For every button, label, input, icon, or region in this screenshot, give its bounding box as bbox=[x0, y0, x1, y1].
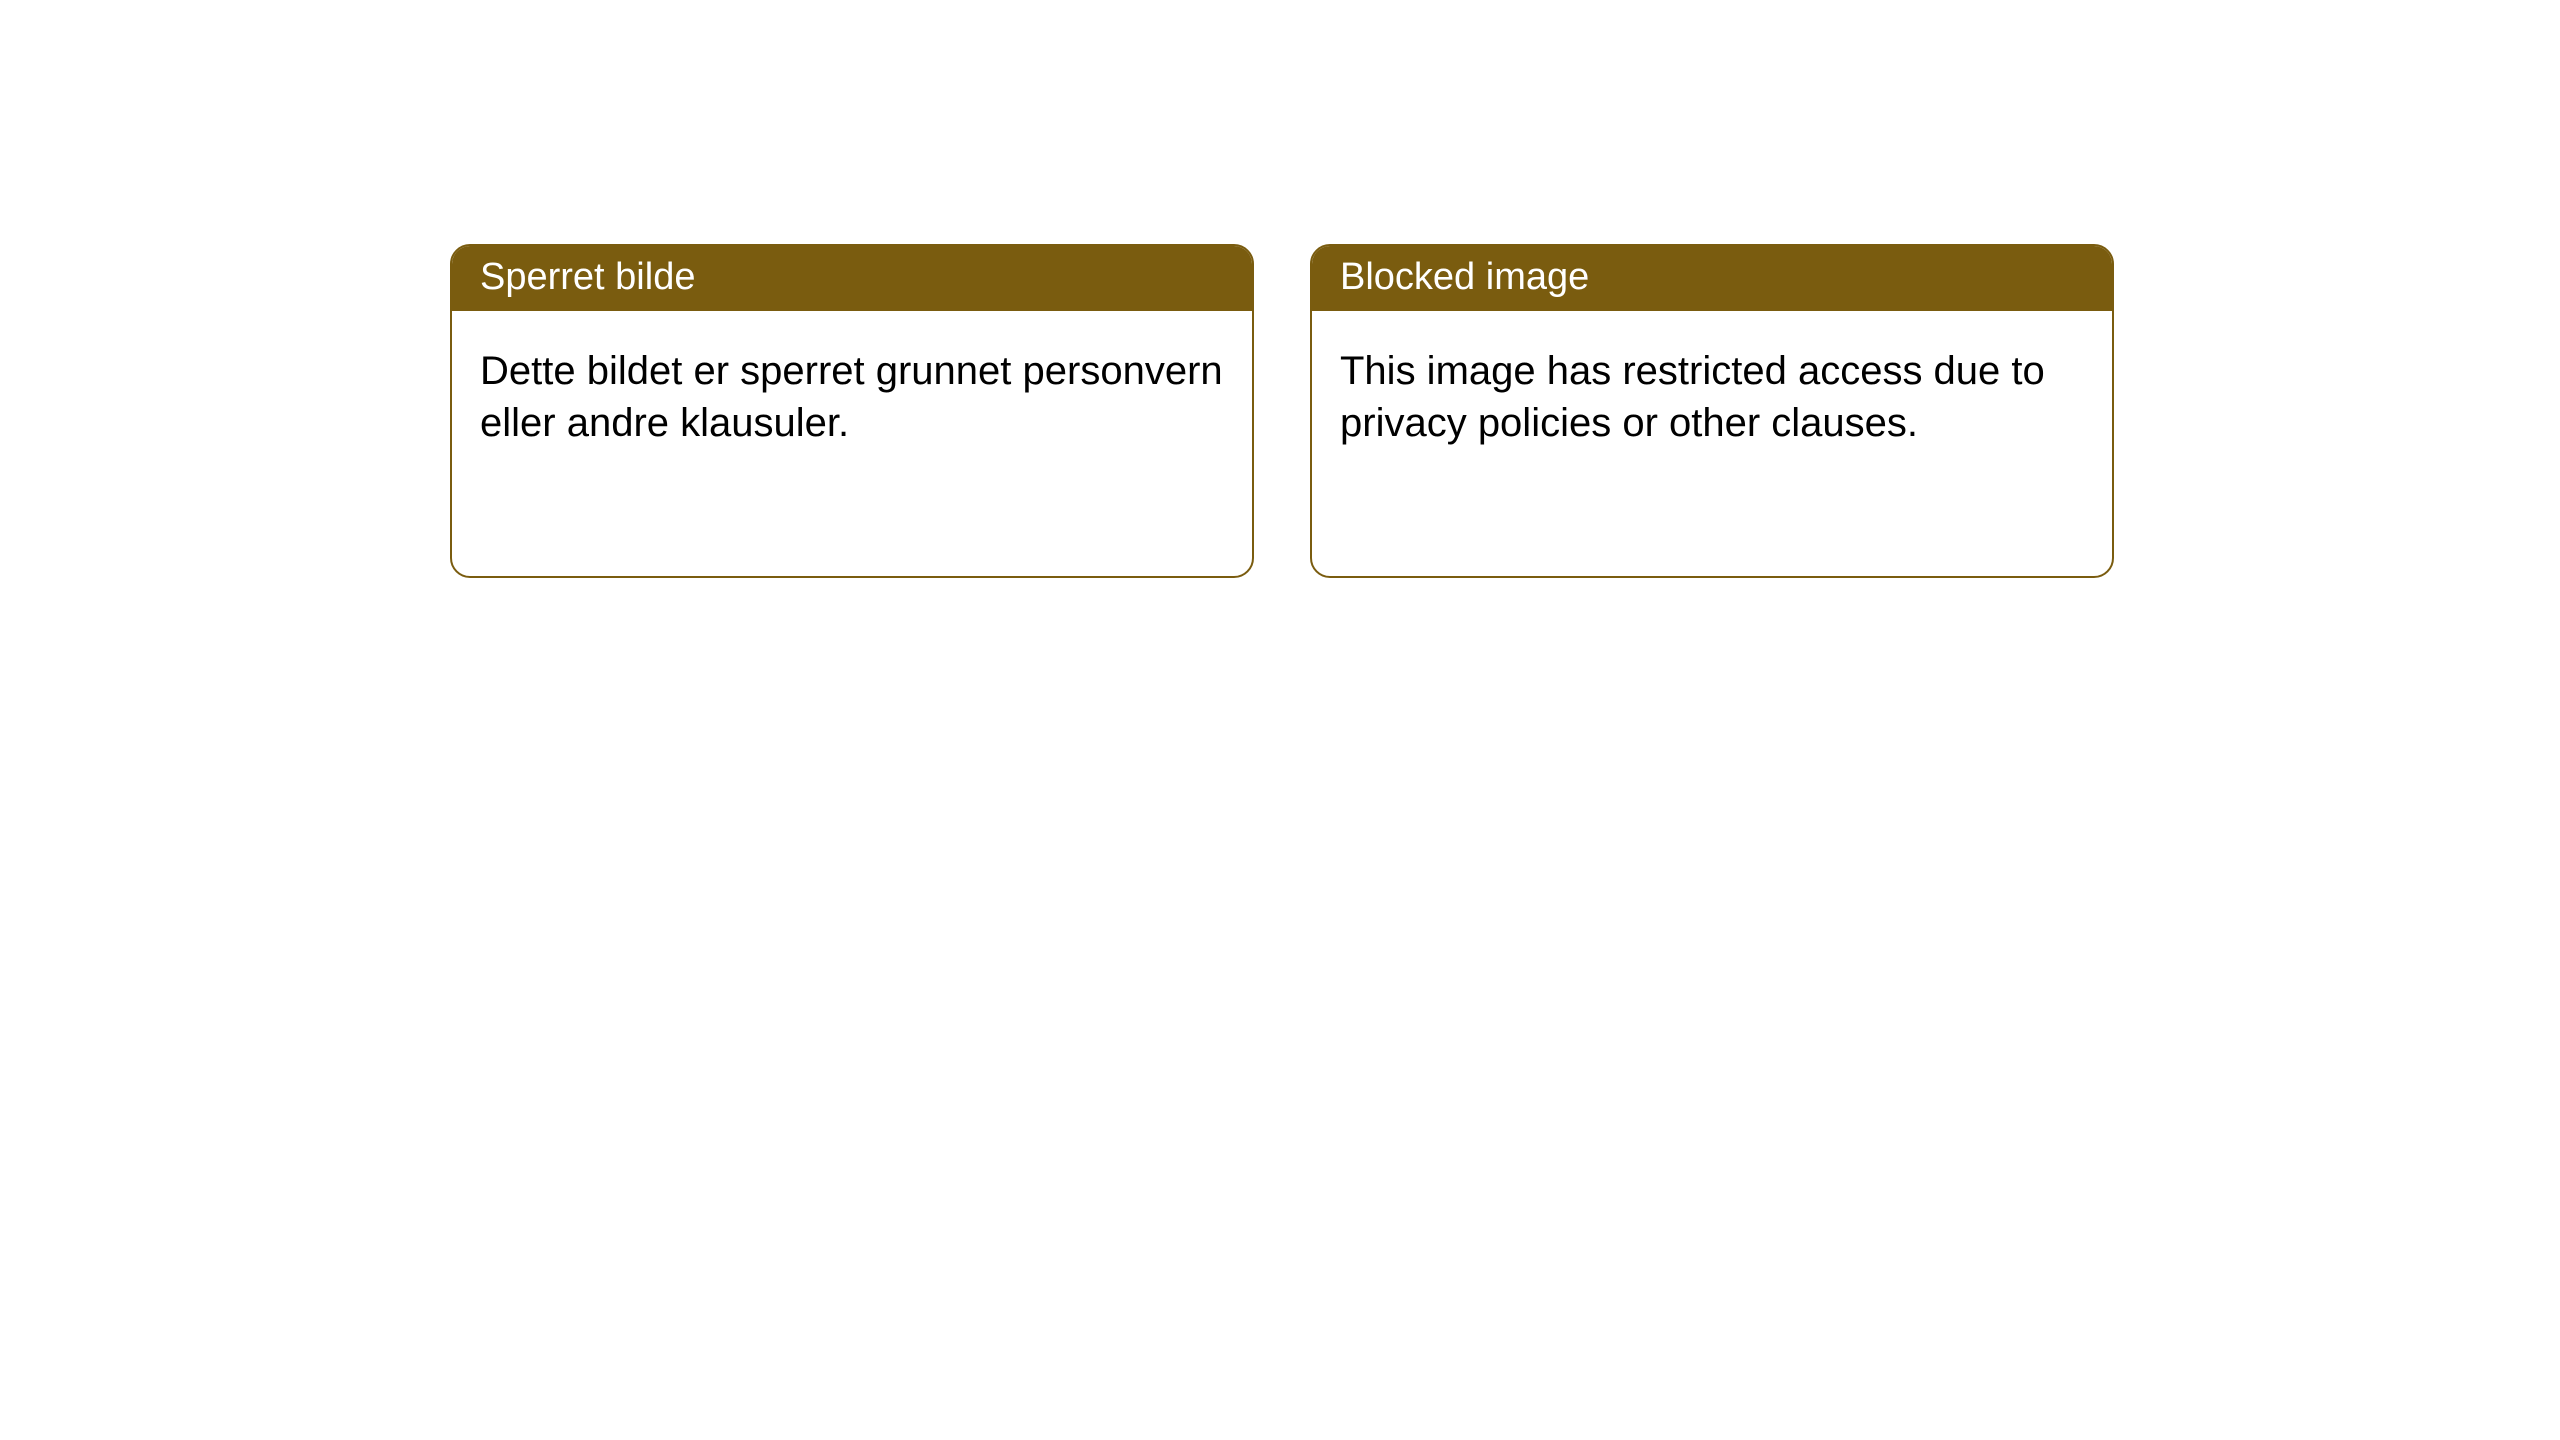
card-title: Blocked image bbox=[1340, 256, 1589, 298]
card-header: Blocked image bbox=[1312, 246, 2112, 311]
card-body-text: Dette bildet er sperret grunnet personve… bbox=[480, 349, 1223, 445]
blocked-image-card-no: Sperret bilde Dette bildet er sperret gr… bbox=[450, 244, 1254, 578]
card-body-text: This image has restricted access due to … bbox=[1340, 349, 2045, 445]
blocked-image-card-en: Blocked image This image has restricted … bbox=[1310, 244, 2114, 578]
notice-container: Sperret bilde Dette bildet er sperret gr… bbox=[0, 0, 2560, 578]
card-title: Sperret bilde bbox=[480, 256, 695, 298]
card-body: Dette bildet er sperret grunnet personve… bbox=[452, 311, 1252, 483]
card-body: This image has restricted access due to … bbox=[1312, 311, 2112, 483]
card-header: Sperret bilde bbox=[452, 246, 1252, 311]
